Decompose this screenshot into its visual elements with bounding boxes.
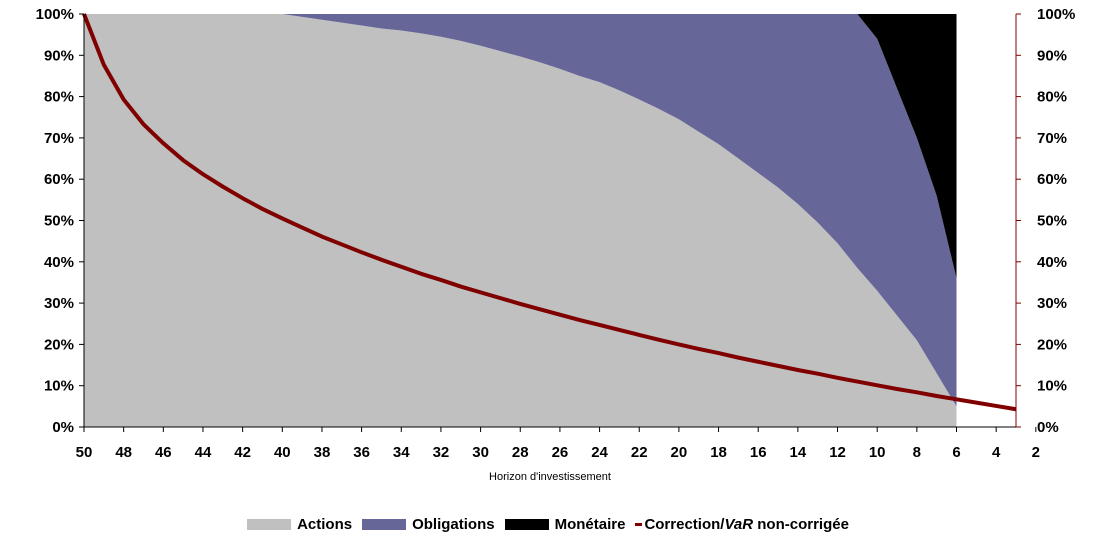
x-tick-label: 50 bbox=[76, 444, 93, 461]
x-axis-title: Horizon d'investissement bbox=[489, 471, 611, 483]
chart-svg: 0% 10% 20% 30% 40% 50% 60% 70% 80% 90% 100% 0% 10% 2… bbox=[36, 6, 1076, 483]
legend-swatch-correction bbox=[635, 522, 643, 526]
y-tick-label-left: 20% bbox=[44, 336, 74, 353]
legend-label-correction-suffix: non-corrigée bbox=[753, 515, 849, 533]
x-axis: 50 48 46 44 42 40 38 36 34 32 30 28 26 24 22 20 18 16 14 12… bbox=[76, 427, 1040, 461]
x-tick-label: 44 bbox=[195, 444, 212, 461]
x-tick-label: 48 bbox=[115, 444, 132, 461]
x-tick-label: 42 bbox=[234, 444, 251, 461]
y-tick-label-right: 20% bbox=[1037, 336, 1067, 353]
x-tick-label: 12 bbox=[829, 444, 846, 461]
y-tick-label-left: 60% bbox=[44, 171, 74, 188]
x-tick-label: 24 bbox=[591, 444, 608, 461]
x-tick-label: 14 bbox=[790, 444, 807, 461]
area-series-obligations bbox=[84, 14, 957, 407]
y-tick-label-right: 60% bbox=[1037, 171, 1067, 188]
legend-label-monetaire: Monétaire bbox=[554, 515, 626, 533]
x-tick-label: 46 bbox=[155, 444, 172, 461]
legend-swatch-obligations bbox=[362, 518, 407, 530]
x-tick-label: 32 bbox=[433, 444, 450, 461]
y-tick-label-right: 70% bbox=[1037, 130, 1067, 147]
y-tick-label-left: 50% bbox=[44, 213, 74, 230]
y-tick-label-left: 80% bbox=[44, 89, 74, 106]
legend-label-correction: Correction/VaR non-corrigée bbox=[644, 516, 849, 533]
legend-label-actions: Actions bbox=[297, 515, 353, 533]
y-tick-label-left: 100% bbox=[36, 6, 74, 23]
y-tick-label-left: 90% bbox=[44, 47, 74, 64]
x-tick-label: 4 bbox=[992, 444, 1001, 461]
x-tick-label: 36 bbox=[353, 444, 370, 461]
y-tick-label-left: 0% bbox=[52, 419, 74, 436]
legend-label-correction-prefix: Correction/ bbox=[644, 515, 725, 533]
y-axis-left: 0% 10% 20% 30% 40% 50% 60% 70% 80% 90% 100% bbox=[36, 6, 84, 436]
legend-swatch-actions bbox=[247, 518, 292, 530]
line-series-correction-var bbox=[82, 13, 1017, 412]
x-tick-label: 28 bbox=[512, 444, 529, 461]
x-tick-label: 20 bbox=[671, 444, 688, 461]
y-tick-label-right: 90% bbox=[1037, 47, 1067, 64]
legend-label-correction-italic: VaR bbox=[724, 515, 754, 533]
y-tick-label-right: 80% bbox=[1037, 89, 1067, 106]
y-tick-label-right: 0% bbox=[1037, 419, 1059, 436]
x-tick-label: 8 bbox=[913, 444, 921, 461]
legend-item-correction: Correction/VaR non-corrigée bbox=[635, 516, 849, 533]
legend: Actions Obligations Monétaire Correction… bbox=[0, 513, 1096, 535]
y-tick-label-right: 40% bbox=[1037, 254, 1067, 271]
legend-item-obligations: Obligations bbox=[362, 516, 495, 533]
y-tick-label-left: 40% bbox=[44, 254, 74, 271]
x-tick-label: 38 bbox=[314, 444, 331, 461]
legend-swatch-monetaire bbox=[504, 518, 549, 530]
y-tick-label-right: 100% bbox=[1037, 6, 1075, 23]
x-tick-label: 2 bbox=[1032, 444, 1040, 461]
y-tick-label-left: 30% bbox=[44, 295, 74, 312]
x-tick-label: 22 bbox=[631, 444, 648, 461]
area-series-actions bbox=[84, 14, 957, 427]
line-layer bbox=[82, 13, 1017, 412]
legend-label-obligations: Obligations bbox=[412, 515, 495, 533]
y-axis-right: 0% 10% 20% 30% 40% 50% 60% 70% 80% 90% 100% bbox=[1016, 6, 1075, 436]
x-tick-label: 10 bbox=[869, 444, 886, 461]
y-tick-label-left: 10% bbox=[44, 378, 74, 395]
y-tick-label-right: 50% bbox=[1037, 213, 1067, 230]
x-tick-label: 34 bbox=[393, 444, 410, 461]
y-tick-label-right: 30% bbox=[1037, 295, 1067, 312]
legend-item-actions: Actions bbox=[247, 516, 352, 533]
y-tick-label-left: 70% bbox=[44, 130, 74, 147]
y-tick-label-right: 10% bbox=[1037, 378, 1067, 395]
x-tick-label: 16 bbox=[750, 444, 767, 461]
x-tick-label: 26 bbox=[552, 444, 569, 461]
x-tick-label: 6 bbox=[952, 444, 960, 461]
x-tick-label: 40 bbox=[274, 444, 291, 461]
legend-item-monetaire: Monétaire bbox=[504, 515, 626, 533]
x-tick-label: 18 bbox=[710, 444, 727, 461]
x-tick-label: 30 bbox=[472, 444, 489, 461]
area-layers bbox=[84, 14, 957, 427]
